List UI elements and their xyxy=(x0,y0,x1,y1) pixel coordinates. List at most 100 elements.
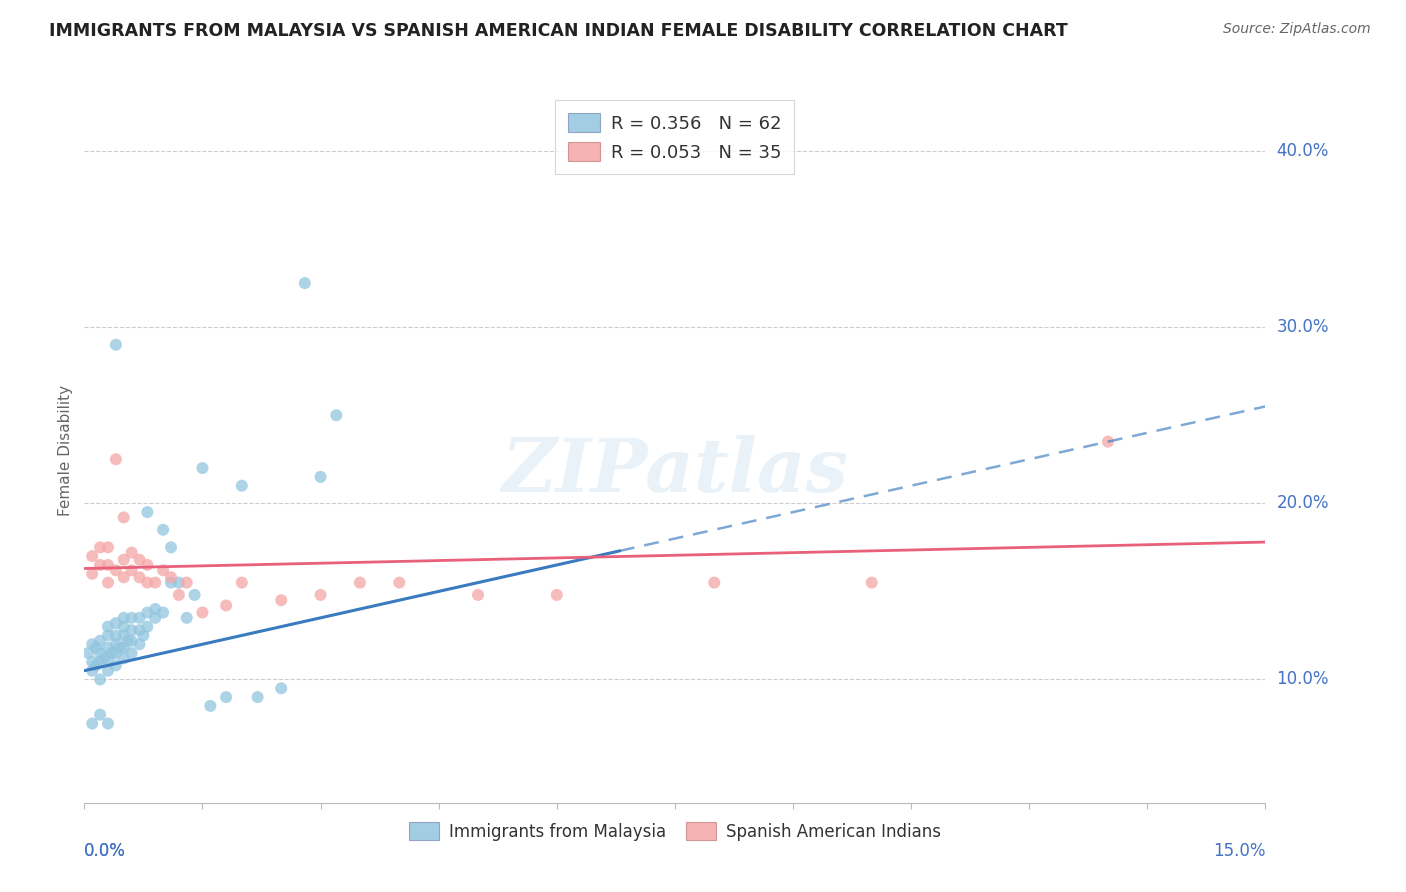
Point xyxy=(112,640,135,655)
Point xyxy=(176,575,198,590)
Point xyxy=(703,575,725,590)
Point xyxy=(104,452,127,467)
Point xyxy=(104,658,127,673)
Point xyxy=(82,664,104,678)
Point xyxy=(349,575,371,590)
Point xyxy=(112,570,135,584)
Point xyxy=(200,698,222,713)
Text: 0.0%: 0.0% xyxy=(84,842,127,860)
Point xyxy=(89,633,111,648)
Point xyxy=(104,646,127,660)
Legend: Immigrants from Malaysia, Spanish American Indians: Immigrants from Malaysia, Spanish Americ… xyxy=(402,815,948,847)
Text: 0.0%: 0.0% xyxy=(84,842,127,860)
Point xyxy=(294,276,316,290)
Point xyxy=(108,640,131,655)
Point xyxy=(467,588,489,602)
Point xyxy=(546,588,568,602)
Point xyxy=(101,646,124,660)
Point xyxy=(104,637,127,651)
Point xyxy=(97,575,120,590)
Point xyxy=(191,461,214,475)
Point xyxy=(176,611,198,625)
Point xyxy=(160,541,183,555)
Point xyxy=(121,611,143,625)
Point xyxy=(160,570,183,584)
Point xyxy=(128,637,150,651)
Point xyxy=(136,505,159,519)
Point xyxy=(84,640,107,655)
Point xyxy=(82,549,104,564)
Point xyxy=(152,563,174,577)
Point xyxy=(97,558,120,572)
Point xyxy=(132,628,155,642)
Point xyxy=(112,651,135,665)
Point xyxy=(112,619,135,633)
Point xyxy=(97,716,120,731)
Point xyxy=(121,563,143,577)
Point xyxy=(117,633,139,648)
Point xyxy=(104,616,127,631)
Point xyxy=(121,546,143,560)
Point xyxy=(136,558,159,572)
Point xyxy=(128,552,150,566)
Point xyxy=(160,575,183,590)
Point xyxy=(1097,434,1119,449)
Point xyxy=(89,558,111,572)
Point xyxy=(82,566,104,581)
Point xyxy=(143,575,166,590)
Point xyxy=(136,619,159,633)
Point xyxy=(215,599,238,613)
Point xyxy=(89,673,111,687)
Point xyxy=(112,510,135,524)
Point xyxy=(167,575,190,590)
Point xyxy=(82,716,104,731)
Point xyxy=(104,628,127,642)
Point xyxy=(89,655,111,669)
Point xyxy=(112,552,135,566)
Point xyxy=(121,623,143,637)
Point xyxy=(128,570,150,584)
Point xyxy=(860,575,883,590)
Point xyxy=(270,593,292,607)
Point xyxy=(97,619,120,633)
Point xyxy=(97,640,120,655)
Point xyxy=(89,541,111,555)
Point xyxy=(388,575,411,590)
Point xyxy=(77,646,100,660)
Point xyxy=(270,681,292,696)
Point xyxy=(246,690,269,705)
Text: 10.0%: 10.0% xyxy=(1277,671,1329,689)
Point xyxy=(183,588,205,602)
Point xyxy=(121,646,143,660)
Text: 20.0%: 20.0% xyxy=(1277,494,1329,512)
Point xyxy=(231,575,253,590)
Point xyxy=(84,658,107,673)
Point xyxy=(325,408,347,422)
Text: IMMIGRANTS FROM MALAYSIA VS SPANISH AMERICAN INDIAN FEMALE DISABILITY CORRELATIO: IMMIGRANTS FROM MALAYSIA VS SPANISH AMER… xyxy=(49,22,1069,40)
Point xyxy=(215,690,238,705)
Point xyxy=(152,606,174,620)
Point xyxy=(143,611,166,625)
Point xyxy=(104,563,127,577)
Point xyxy=(121,633,143,648)
Point xyxy=(112,611,135,625)
Y-axis label: Female Disability: Female Disability xyxy=(58,384,73,516)
Point xyxy=(231,478,253,492)
Point xyxy=(309,588,332,602)
Point xyxy=(191,606,214,620)
Point xyxy=(112,628,135,642)
Point xyxy=(309,470,332,484)
Text: Source: ZipAtlas.com: Source: ZipAtlas.com xyxy=(1223,22,1371,37)
Point xyxy=(167,588,190,602)
Point xyxy=(82,655,104,669)
Text: ZIPatlas: ZIPatlas xyxy=(502,435,848,508)
Point xyxy=(143,602,166,616)
Point xyxy=(97,651,120,665)
Point xyxy=(136,575,159,590)
Point xyxy=(128,611,150,625)
Point xyxy=(93,651,115,665)
Text: 15.0%: 15.0% xyxy=(1213,842,1265,860)
Point xyxy=(152,523,174,537)
Point xyxy=(128,623,150,637)
Point xyxy=(97,541,120,555)
